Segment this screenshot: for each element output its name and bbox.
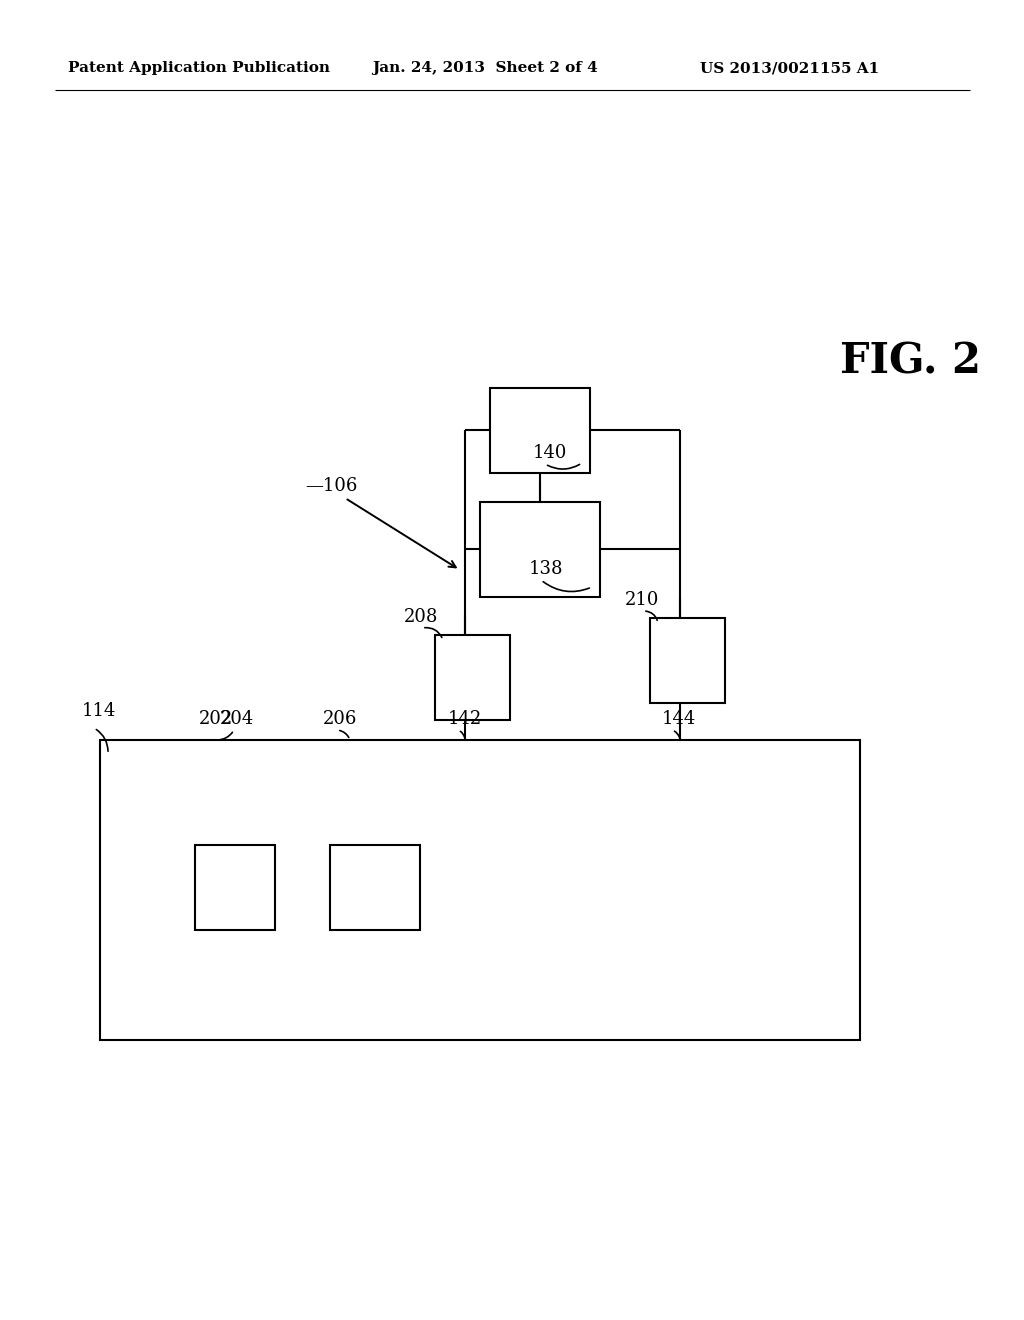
- Text: 142: 142: [449, 710, 482, 729]
- Text: 208: 208: [404, 609, 438, 626]
- Bar: [195, 845, 275, 931]
- Text: FIG. 2: FIG. 2: [840, 341, 981, 381]
- Bar: [480, 502, 600, 597]
- Text: 202: 202: [199, 710, 233, 729]
- Bar: [490, 388, 590, 473]
- Text: 140: 140: [534, 444, 567, 462]
- Bar: [650, 618, 725, 704]
- Text: 114: 114: [82, 702, 117, 719]
- Text: Patent Application Publication: Patent Application Publication: [68, 61, 330, 75]
- Text: 138: 138: [529, 560, 563, 578]
- Text: 204: 204: [220, 710, 254, 729]
- Text: 210: 210: [625, 591, 659, 609]
- Bar: [100, 741, 860, 1040]
- Text: 144: 144: [662, 710, 696, 729]
- Text: 206: 206: [323, 710, 357, 729]
- Text: —106: —106: [305, 477, 357, 495]
- Text: US 2013/0021155 A1: US 2013/0021155 A1: [700, 61, 880, 75]
- Text: Jan. 24, 2013  Sheet 2 of 4: Jan. 24, 2013 Sheet 2 of 4: [372, 61, 598, 75]
- Bar: [330, 845, 420, 931]
- Bar: [435, 635, 510, 719]
